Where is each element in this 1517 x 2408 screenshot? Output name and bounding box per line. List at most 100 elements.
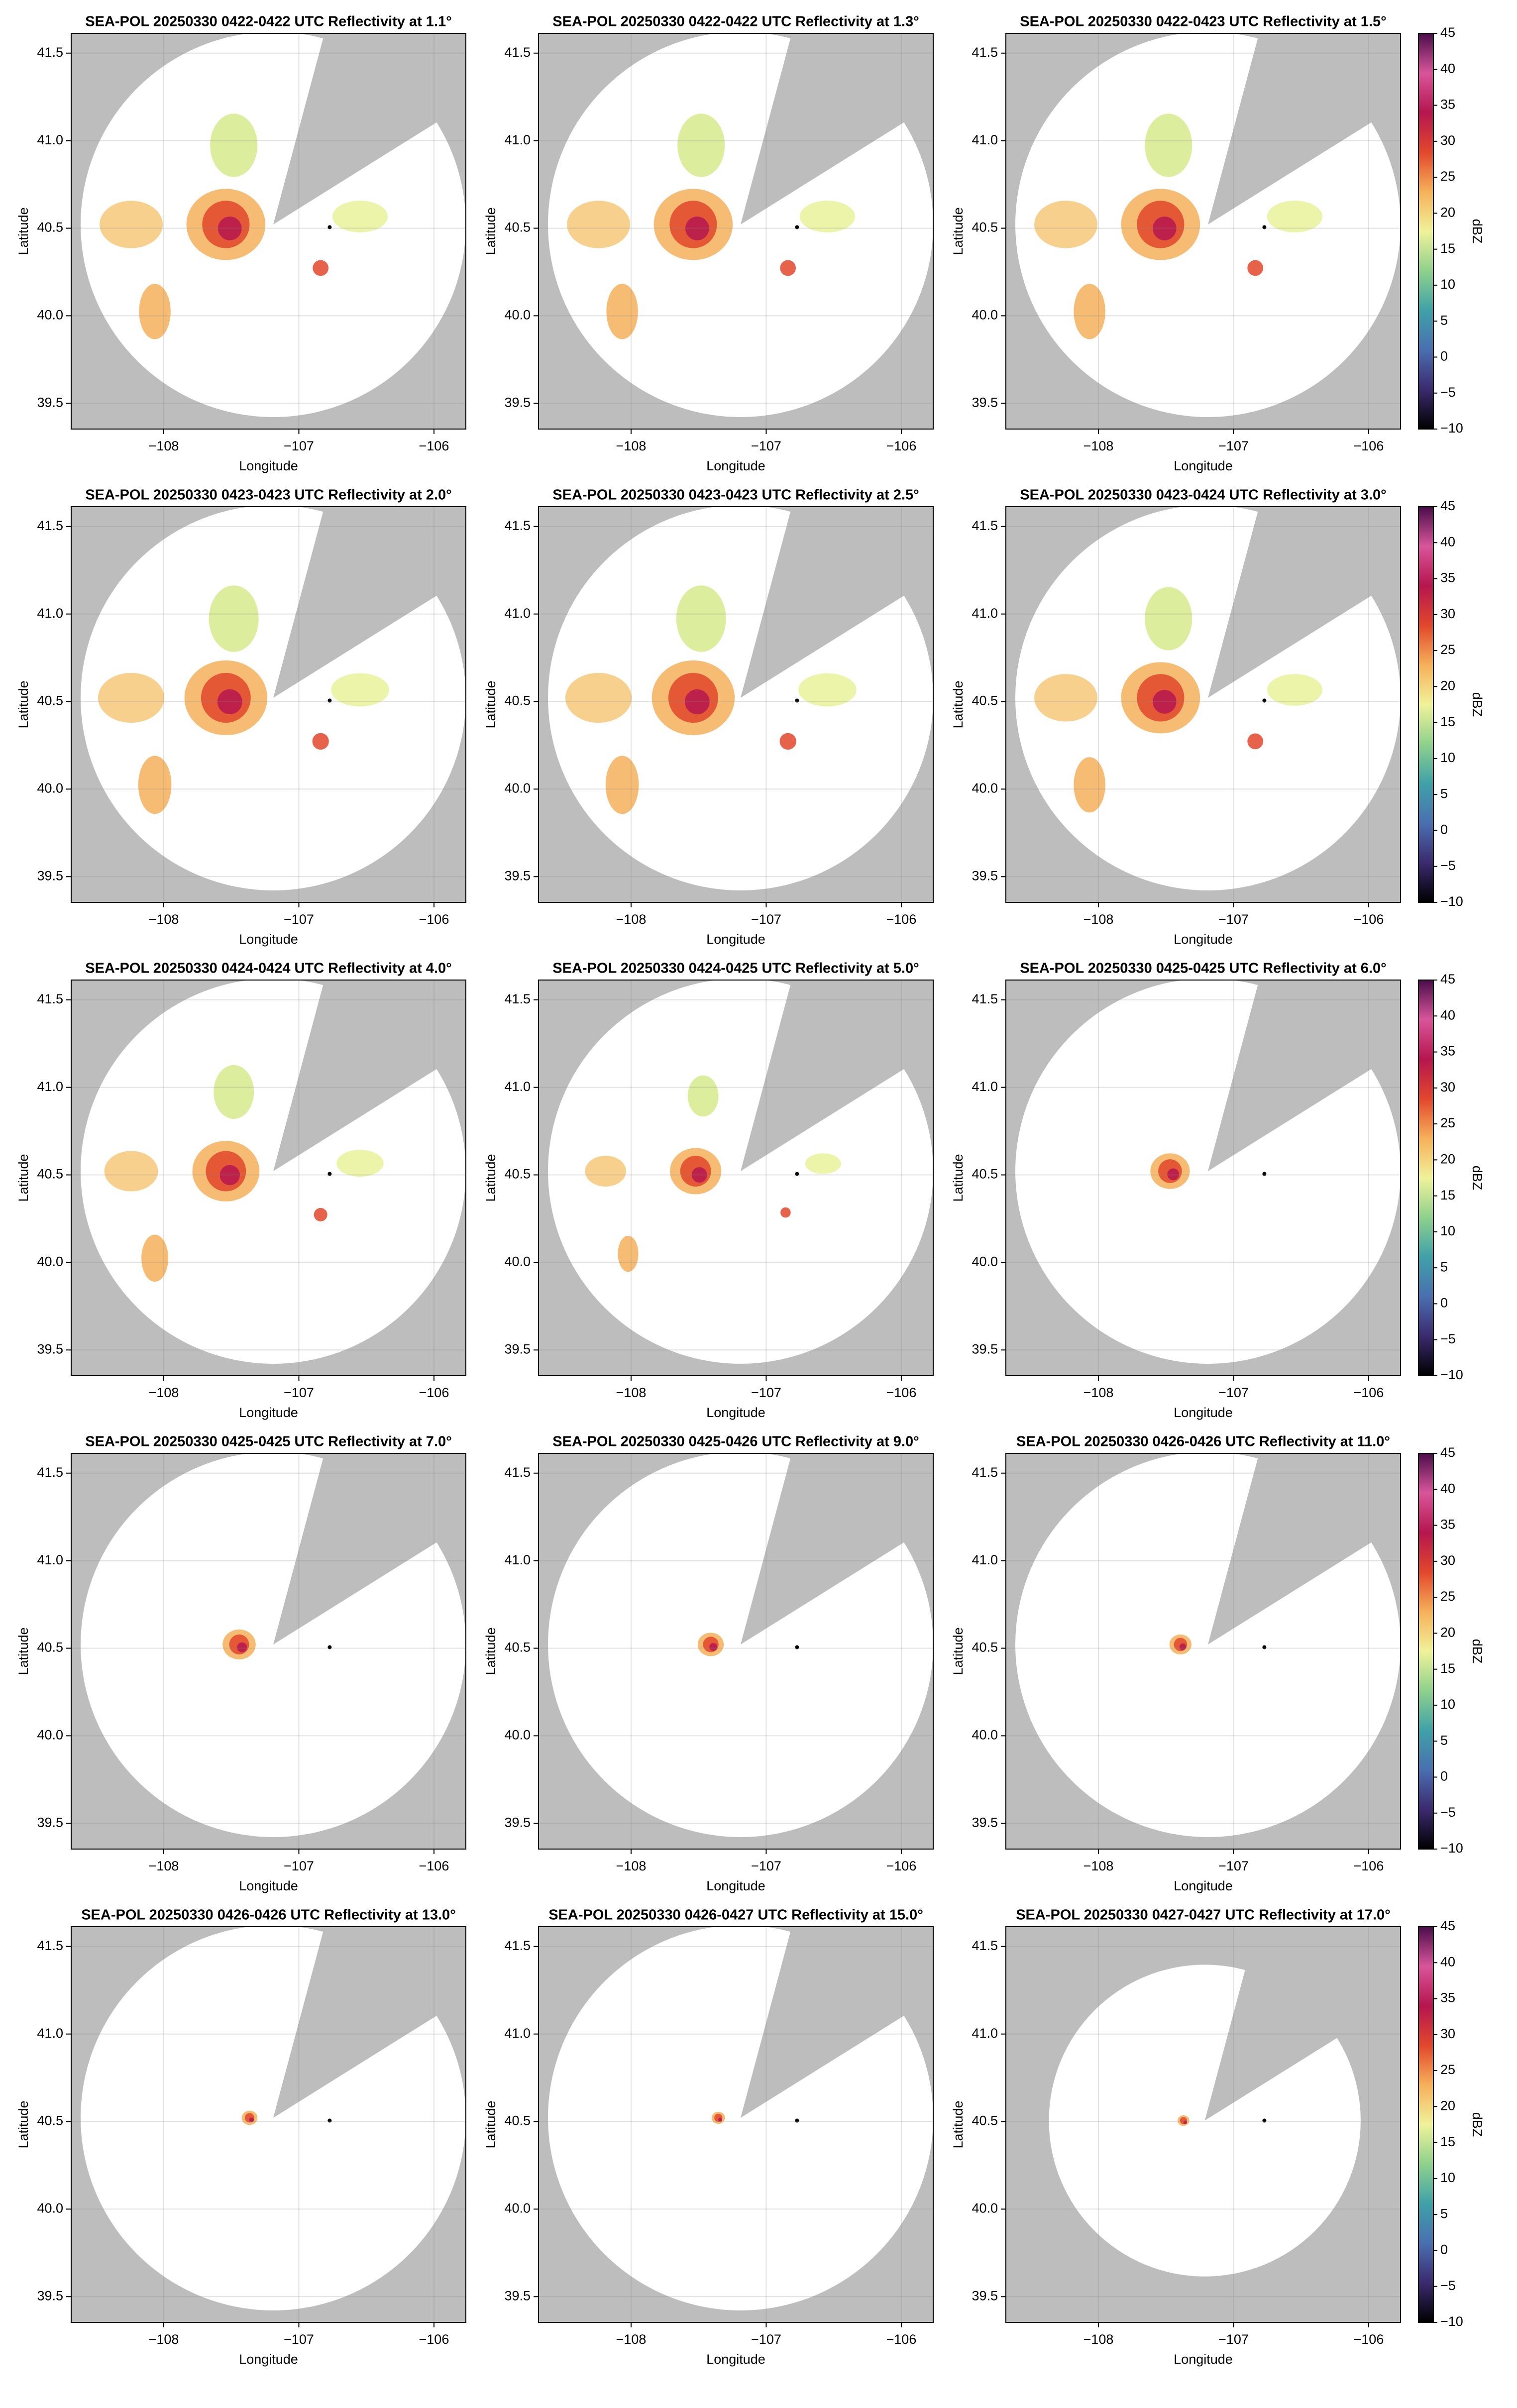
x-tick-label: −108	[149, 2332, 179, 2347]
y-tick-label: 39.5	[504, 395, 531, 410]
colorbar-tick-label: 40	[1440, 1007, 1455, 1022]
x-tick-label: −106	[419, 1859, 449, 1873]
blocked-sector	[1208, 1453, 1401, 1644]
x-axis-label: Longitude	[706, 1405, 765, 1420]
echo	[691, 1167, 707, 1183]
x-tick-label: −107	[284, 1385, 314, 1400]
echo	[799, 201, 855, 232]
colorbar-tick-label: −10	[1440, 1367, 1463, 1382]
y-tick-label: 40.5	[972, 1167, 998, 1182]
x-axis-label: Longitude	[1174, 1878, 1233, 1893]
colorbar-tick-label: 30	[1440, 133, 1455, 148]
y-tick-label: 40.5	[972, 2113, 998, 2128]
x-tick-label: −107	[284, 438, 314, 453]
axes-frame	[1005, 980, 1401, 1376]
colorbar-tick-label: 45	[1440, 972, 1455, 986]
y-tick-label: 41.0	[37, 1552, 63, 1567]
y-axis-label: Latitude	[483, 207, 498, 255]
colorbar-label: dBZ	[1470, 1639, 1485, 1664]
x-tick-label: −108	[616, 2332, 647, 2347]
plot-area	[539, 1453, 933, 1849]
colorbar-tick-label: 5	[1440, 1733, 1448, 1748]
x-axis-label: Longitude	[239, 458, 298, 473]
plot-area	[539, 980, 933, 1376]
y-tick-label: 41.0	[972, 132, 998, 147]
colorbar-label: dBZ	[1470, 692, 1485, 717]
x-tick-label: −107	[751, 1385, 781, 1400]
echo	[314, 1207, 327, 1221]
blocked-sector	[273, 980, 466, 1171]
y-tick-label: 40.5	[37, 220, 63, 235]
y-tick-label: 40.0	[972, 308, 998, 323]
colorbar-tick-label: 10	[1440, 1697, 1455, 1712]
echo	[676, 585, 726, 652]
plot-area	[539, 1927, 933, 2322]
echo	[217, 689, 242, 714]
y-tick-label: 41.5	[37, 518, 63, 533]
echo	[138, 756, 172, 814]
echo	[217, 217, 242, 240]
title: SEA-POL 20250330 0426-0427 UTC Reflectiv…	[548, 1907, 923, 1923]
title: SEA-POL 20250330 0422-0422 UTC Reflectiv…	[552, 14, 919, 30]
y-tick-label: 39.5	[972, 2288, 998, 2303]
y-axis-label: Latitude	[951, 207, 966, 255]
echo	[1152, 217, 1177, 240]
y-tick-label: 41.5	[37, 1465, 63, 1480]
x-tick-label: −107	[1218, 1859, 1249, 1873]
x-tick-label: −106	[419, 912, 449, 927]
y-tick-label: 41.0	[504, 2026, 531, 2041]
y-tick-label: 41.0	[972, 1552, 998, 1567]
y-tick-label: 41.0	[37, 606, 63, 621]
title: SEA-POL 20250330 0422-0423 UTC Reflectiv…	[1020, 14, 1386, 30]
colorbar-tick-label: 25	[1440, 1115, 1455, 1130]
colorbar-tick-label: 40	[1440, 1954, 1455, 1969]
y-axis-label: Latitude	[16, 2100, 31, 2148]
y-tick-label: 39.5	[972, 1815, 998, 1830]
y-tick-label: 41.5	[37, 991, 63, 1006]
y-tick-label: 40.5	[504, 693, 531, 708]
echo	[677, 113, 725, 177]
echo	[565, 672, 632, 723]
colorbar-label: dBZ	[1470, 2112, 1485, 2137]
title: SEA-POL 20250330 0424-0425 UTC Reflectiv…	[552, 961, 919, 977]
y-tick-label: 41.5	[972, 991, 998, 1006]
y-tick-label: 40.0	[37, 308, 63, 323]
echo	[98, 672, 165, 723]
colorbar-tick-label: 0	[1440, 349, 1448, 364]
colorbar-tick-label: 35	[1440, 570, 1455, 585]
colorbar-tick-label: 45	[1440, 498, 1455, 513]
blocked-sector	[273, 33, 466, 224]
title: SEA-POL 20250330 0422-0422 UTC Reflectiv…	[85, 14, 451, 30]
y-tick-label: 41.0	[504, 606, 531, 621]
blocked-sector	[273, 507, 466, 698]
echo	[1247, 260, 1264, 276]
site-marker	[795, 698, 799, 703]
echo	[331, 673, 389, 707]
echo	[209, 585, 259, 652]
axes-frame	[538, 980, 934, 1376]
y-tick-label: 40.0	[504, 1254, 531, 1269]
echo	[1183, 2120, 1187, 2124]
colorbar-label: dBZ	[1470, 219, 1485, 244]
plot-area	[71, 1453, 466, 1849]
x-axis-label: Longitude	[239, 1878, 298, 1893]
colorbar-tick-label: 20	[1440, 678, 1455, 693]
title: SEA-POL 20250330 0426-0426 UTC Reflectiv…	[1016, 1434, 1390, 1450]
y-tick-label: 40.5	[37, 1640, 63, 1655]
x-axis-label: Longitude	[239, 1405, 298, 1420]
y-tick-label: 40.0	[37, 1254, 63, 1269]
plot-area	[71, 1927, 466, 2322]
axes-frame	[71, 1453, 466, 1850]
axes-frame	[1005, 1453, 1401, 1850]
colorbar	[1418, 980, 1434, 1376]
colorbar-tick-label: 35	[1440, 97, 1455, 112]
y-tick-label: 41.5	[504, 45, 531, 60]
y-tick-label: 41.5	[37, 45, 63, 60]
x-tick-label: −108	[149, 438, 179, 453]
x-axis-label: Longitude	[1174, 2352, 1233, 2367]
x-tick-label: −108	[1084, 912, 1114, 927]
y-axis-label: Latitude	[951, 680, 966, 728]
x-axis-label: Longitude	[1174, 458, 1233, 473]
colorbar-tick-label: −5	[1440, 385, 1456, 400]
